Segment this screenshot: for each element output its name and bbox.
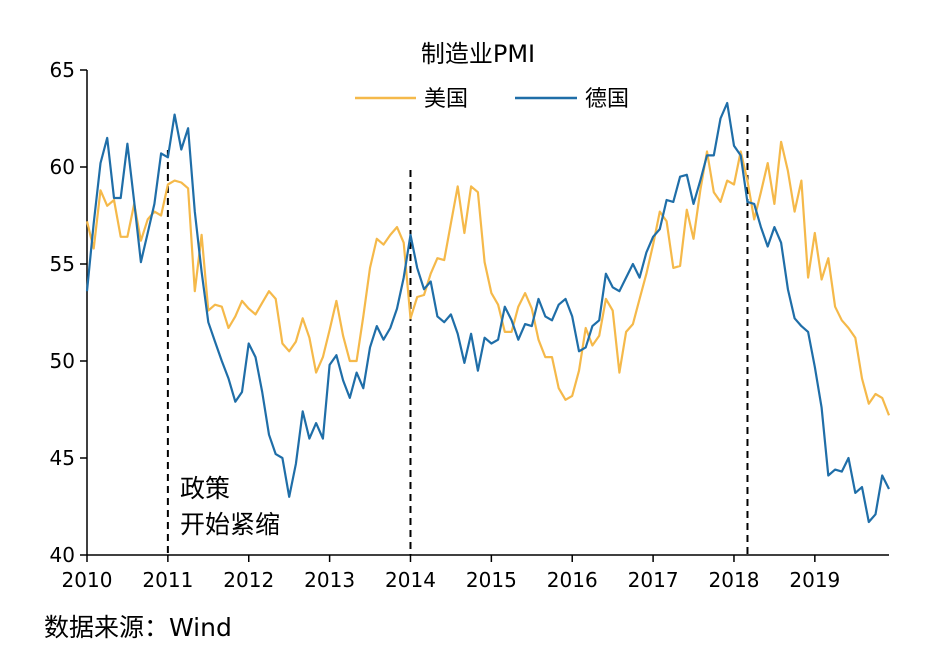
x-tick-label: 2014: [385, 568, 436, 592]
x-tick-label: 2012: [223, 568, 274, 592]
x-tick-label: 2010: [62, 568, 113, 592]
series-line-us: [85, 140, 891, 416]
x-tick-label: 2015: [466, 568, 517, 592]
chart-title: 制造业PMI: [421, 40, 535, 68]
y-tick-label: 50: [50, 349, 75, 373]
x-tick-label: 2018: [709, 568, 760, 592]
series-line-de: [85, 101, 890, 524]
annotation-line2: 开始紧缩: [180, 510, 280, 539]
x-tick-label: 2016: [547, 568, 598, 592]
x-tick-label: 2019: [789, 568, 840, 592]
y-tick-label: 55: [50, 252, 75, 276]
legend-label-de: 德国: [585, 87, 629, 112]
y-tick-label: 65: [50, 58, 75, 82]
data-source: 数据来源：Wind: [44, 613, 232, 642]
x-tick-label: 2011: [142, 568, 193, 592]
y-tick-label: 40: [50, 543, 75, 567]
y-tick-label: 60: [50, 155, 75, 179]
x-tick-label: 2017: [628, 568, 679, 592]
annotation-line1: 政策: [180, 474, 230, 503]
x-tick-label: 2013: [304, 568, 355, 592]
y-tick-label: 45: [50, 446, 75, 470]
legend-label-us: 美国: [424, 87, 468, 112]
